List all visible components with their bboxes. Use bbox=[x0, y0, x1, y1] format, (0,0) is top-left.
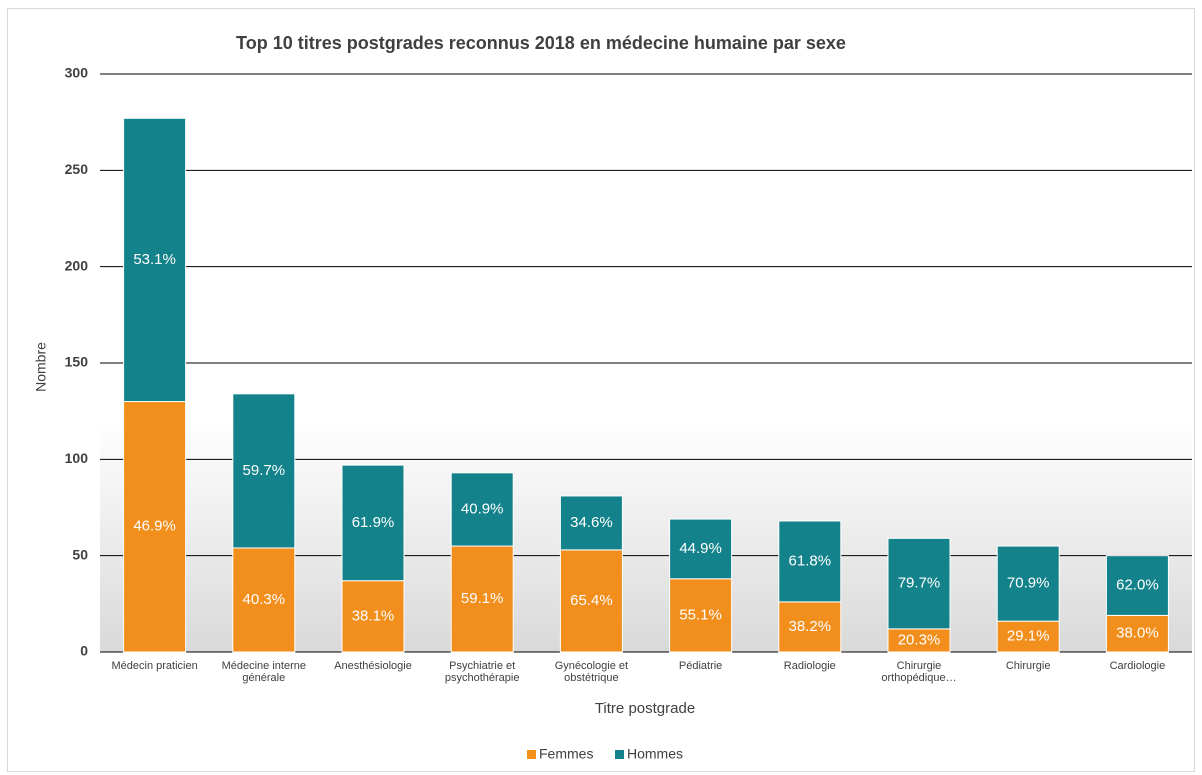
bar-segment bbox=[996, 620, 1060, 653]
data-label: 38.1% bbox=[352, 607, 395, 624]
data-label: 46.9% bbox=[133, 518, 176, 535]
bar-segment bbox=[669, 578, 733, 653]
bar-segment bbox=[232, 547, 296, 653]
bar-segment bbox=[1105, 555, 1169, 616]
bar-segment bbox=[996, 545, 1060, 622]
chart-title: Top 10 titres postgrades reconnus 2018 e… bbox=[236, 33, 846, 53]
data-label: 40.3% bbox=[243, 591, 286, 608]
bar-segment bbox=[669, 518, 733, 580]
data-label: 34.6% bbox=[570, 514, 613, 531]
data-label: 59.1% bbox=[461, 590, 504, 607]
x-tick-label: Pédiatrie bbox=[678, 660, 723, 672]
bar-segment bbox=[559, 495, 623, 551]
data-label: 61.9% bbox=[352, 514, 395, 531]
x-tick-label: Radiologie bbox=[783, 660, 836, 672]
y-tick-label: 300 bbox=[65, 65, 89, 81]
bar-segment bbox=[232, 393, 296, 549]
data-label: 59.7% bbox=[243, 462, 286, 479]
bar-segment bbox=[778, 601, 842, 653]
chart-frame bbox=[7, 8, 1195, 772]
y-tick-label: 50 bbox=[72, 546, 88, 562]
bar-segment bbox=[887, 537, 951, 630]
data-label: 53.1% bbox=[133, 251, 176, 268]
legend-label: Femmes bbox=[539, 746, 593, 762]
data-label: 61.8% bbox=[789, 552, 832, 569]
bar-segment bbox=[778, 520, 842, 603]
x-tick-label: Médecin praticien bbox=[111, 660, 198, 672]
bar-segment bbox=[123, 401, 187, 653]
data-label: 38.0% bbox=[1116, 625, 1159, 642]
bar-segment bbox=[341, 464, 405, 582]
y-tick-label: 250 bbox=[65, 161, 89, 177]
data-label: 40.9% bbox=[461, 500, 504, 517]
x-tick-label: Chirurgie bbox=[1005, 660, 1051, 672]
x-tick-label: Psychiatrie et psychothérapie bbox=[444, 660, 520, 684]
bar-segment bbox=[559, 549, 623, 653]
x-tick-label: Chirurgie orthopédique… bbox=[881, 660, 957, 684]
x-tick-label: Anesthésiologie bbox=[334, 660, 412, 672]
y-tick-label: 150 bbox=[65, 354, 89, 370]
bar-segment bbox=[1105, 614, 1169, 653]
bar-segment bbox=[450, 472, 514, 547]
data-label: 20.3% bbox=[898, 631, 941, 648]
x-axis-title: Titre postgrade bbox=[595, 700, 695, 717]
data-label: 79.7% bbox=[898, 575, 941, 592]
y-tick-label: 200 bbox=[65, 257, 89, 273]
x-tick-label: Médecine interne générale bbox=[221, 660, 306, 684]
data-label: 29.1% bbox=[1007, 628, 1050, 645]
data-label: 55.1% bbox=[679, 606, 722, 623]
data-label: 44.9% bbox=[679, 540, 722, 557]
legend-swatch bbox=[615, 750, 624, 759]
legend-swatch bbox=[527, 750, 536, 759]
bar-segment bbox=[341, 580, 405, 653]
data-label: 65.4% bbox=[570, 592, 613, 609]
x-tick-label: Cardiologie bbox=[1109, 660, 1166, 672]
bar-segment bbox=[123, 117, 187, 403]
y-tick-label: 100 bbox=[65, 450, 89, 466]
legend-label: Hommes bbox=[627, 746, 683, 762]
data-label: 38.2% bbox=[789, 618, 832, 635]
data-label: 62.0% bbox=[1116, 576, 1159, 593]
data-label: 70.9% bbox=[1007, 575, 1050, 592]
bar-segment bbox=[450, 545, 514, 653]
x-tick-label: Gynécologie et obstétrique bbox=[554, 660, 629, 684]
y-axis-title: Nombre bbox=[33, 342, 49, 392]
y-tick-label: 0 bbox=[80, 643, 88, 659]
